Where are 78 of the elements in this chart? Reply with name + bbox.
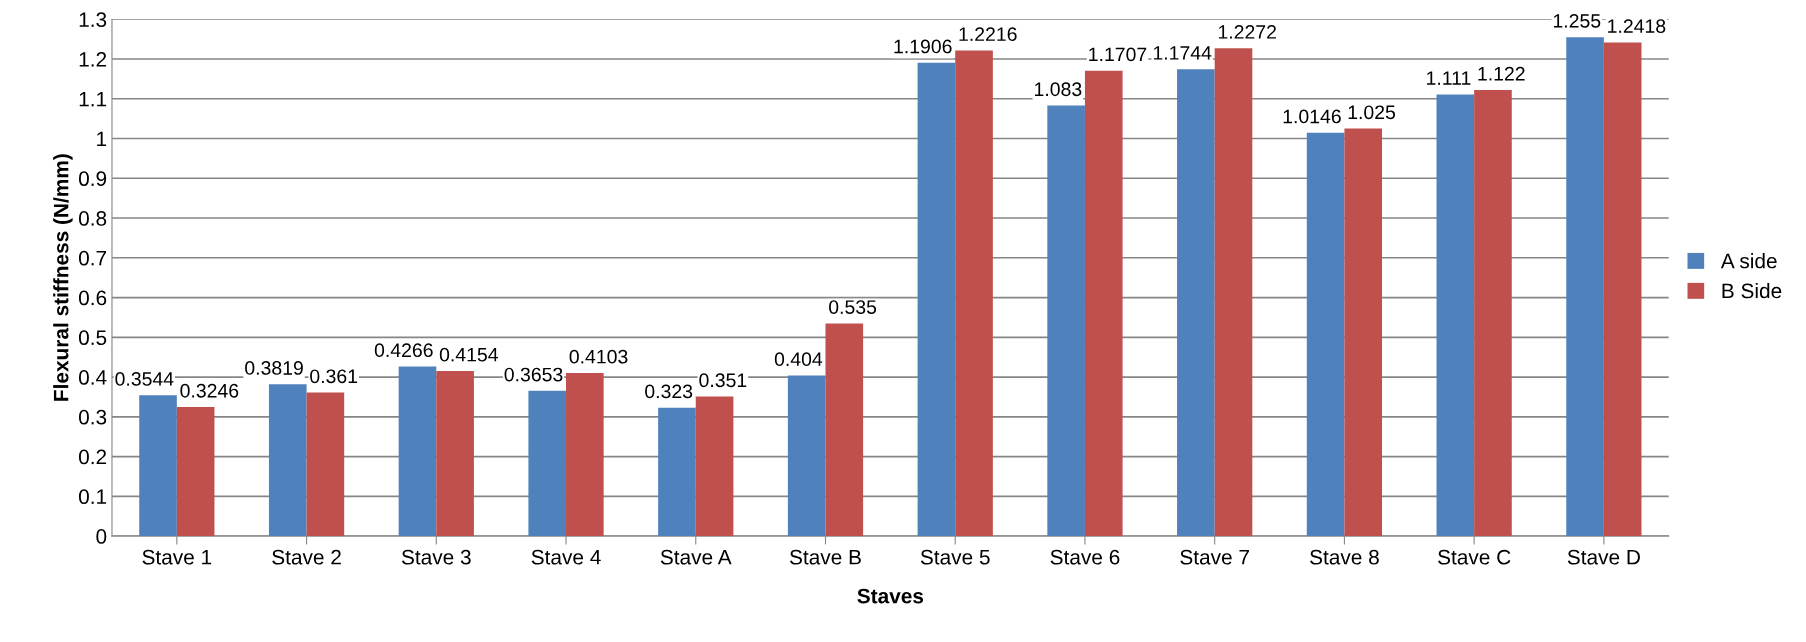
bar (1177, 69, 1215, 537)
bar (1344, 128, 1383, 537)
data-label: 1.083 (1035, 82, 1082, 97)
bar (1603, 42, 1642, 537)
bar (787, 375, 826, 537)
y-tick-label: 0.2 (78, 449, 107, 465)
bar (436, 370, 474, 537)
data-label: 0.3653 (504, 367, 563, 382)
bar (566, 372, 604, 537)
bar (268, 384, 307, 537)
y-tick-label: 1.2 (79, 52, 107, 67)
y-tick-label: 0.8 (78, 211, 107, 226)
bar (528, 390, 567, 537)
bar (917, 62, 956, 537)
data-label: 0.404 (774, 352, 823, 367)
x-tick-label: Stave 5 (920, 549, 990, 565)
bar (658, 407, 696, 537)
bar (1474, 90, 1512, 537)
bar (139, 395, 177, 537)
data-label: 1.025 (1348, 105, 1396, 120)
y-tick-label: 0.1 (78, 489, 107, 505)
data-label: 1.1744 (1153, 46, 1212, 60)
data-label: 0.535 (829, 300, 877, 314)
data-label: 0.4154 (439, 347, 498, 362)
y-tick-label: 1.1 (79, 91, 107, 107)
data-label: 0.4266 (374, 343, 433, 358)
y-tick-label: 0.5 (78, 330, 107, 346)
bar (1084, 70, 1123, 537)
bar (1047, 105, 1085, 537)
data-label: 1.0146 (1283, 109, 1341, 124)
x-tick-label: Stave 8 (1310, 549, 1379, 565)
data-label: 0.351 (699, 373, 747, 388)
x-axis-title: Staves (857, 588, 924, 604)
bar (695, 396, 734, 537)
bar (1436, 94, 1475, 537)
x-tick-label: Stave 3 (401, 549, 471, 565)
x-tick-label: Stave C (1438, 549, 1511, 565)
legend-label: B Side (1722, 282, 1782, 299)
bar (1214, 48, 1253, 537)
data-label: 0.361 (310, 369, 358, 384)
bar (1306, 132, 1345, 537)
data-label: 0.3544 (115, 372, 174, 386)
data-label: 1.255 (1553, 13, 1601, 28)
x-tick-label: Stave D (1567, 549, 1640, 565)
data-label: 0.4103 (569, 349, 628, 364)
bar (176, 407, 215, 537)
x-tick-label: Stave 4 (531, 549, 601, 565)
data-label: 0.3246 (180, 383, 239, 398)
y-tick-label: 1 (97, 131, 107, 147)
y-tick-label: 0 (96, 529, 107, 544)
data-label: 1.1906 (894, 39, 952, 54)
data-label: 1.2418 (1608, 19, 1666, 33)
data-label: 1.111 (1427, 71, 1471, 85)
y-tick-label: 1.3 (79, 12, 107, 28)
data-label: 1.2272 (1218, 25, 1276, 39)
y-tick-label: 0.9 (78, 171, 107, 187)
y-tick-label: 0.4 (78, 370, 107, 385)
y-tick-label: 0.7 (78, 250, 107, 266)
y-tick-label: 0.6 (78, 290, 107, 306)
x-tick-label: Stave B (789, 549, 861, 565)
data-label: 0.323 (645, 384, 693, 399)
x-tick-label: Stave 2 (272, 549, 341, 565)
data-label: 1.1707 (1089, 47, 1147, 62)
y-axis-title: Flexural stiffness (N/mm) (53, 154, 73, 401)
y-tick-label: 0.3 (78, 409, 107, 425)
bar (306, 392, 345, 537)
data-label: 1.2216 (959, 27, 1017, 42)
x-tick-label: Stave 6 (1050, 549, 1120, 565)
x-tick-label: Stave 7 (1180, 549, 1249, 565)
x-tick-label: Stave A (660, 549, 732, 565)
x-tick-label: Stave 1 (142, 549, 212, 565)
bar (398, 366, 437, 537)
legend-label: A side (1720, 253, 1777, 269)
data-label: 1.122 (1478, 66, 1525, 81)
bar (1566, 37, 1604, 537)
data-label: 0.3819 (245, 361, 303, 375)
bar (955, 50, 993, 537)
bar (825, 323, 864, 537)
